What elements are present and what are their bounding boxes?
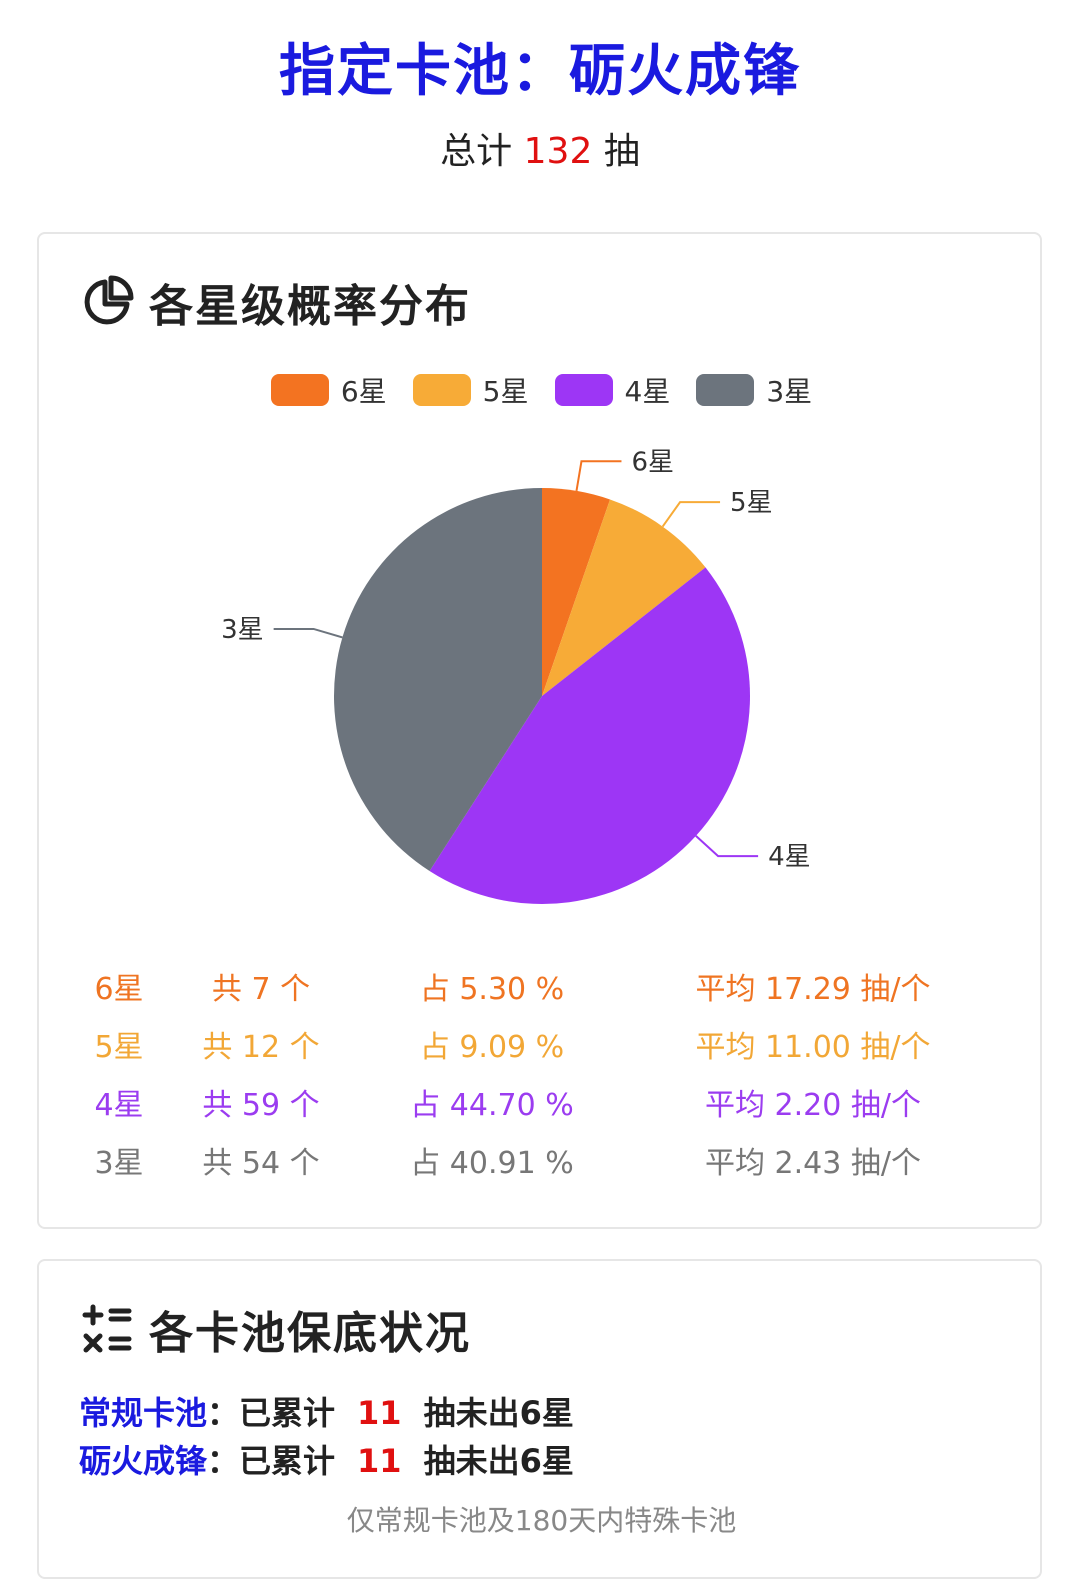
pity-pool-name: 常规卡池 [79,1394,208,1432]
stat-pct: 占 9.09 % [419,1030,565,1065]
legend-label: 5星 [482,375,529,408]
stat-row: 4星 共 59 个 占 44.70 % 平均 2.20 抽/个 [39,1080,1044,1123]
stat-avg: 平均 11.00 抽/个 [695,1030,931,1065]
legend-item[interactable]: 3星 [696,370,812,410]
pie-label: 4星 [768,842,811,872]
page-title: 指定卡池：砺火成锋 [279,39,801,104]
stat-pct: 占 40.91 % [410,1146,574,1181]
stat-count: 共 59 个 [202,1088,320,1123]
stat-row: 6星 共 7 个 占 5.30 % 平均 17.29 抽/个 [39,964,1044,1007]
stat-row: 5星 共 12 个 占 9.09 % 平均 11.00 抽/个 [39,1022,1044,1065]
total-count: 132 [523,131,593,172]
pie-slice-2[interactable] [542,499,706,696]
stat-pct: 占 44.70 % [410,1088,574,1123]
stat-avg: 平均 2.20 抽/个 [705,1088,921,1123]
pity-list: 常规卡池：已累计 11 抽未出6星 砺火成锋：已累计 11 抽未出6星 [79,1389,574,1485]
legend-swatch [412,374,471,406]
pie-label: 3星 [221,615,264,645]
stat-star: 5星 [94,1030,144,1065]
pie-slice-1[interactable] [542,488,611,696]
pity-pool-name: 砺火成锋 [79,1442,208,1480]
chart-legend: 6星 5星 4星 3星 [39,370,1044,410]
stat-count: 共 12 个 [202,1030,320,1065]
pie-slice-3[interactable] [429,567,750,904]
calculator-icon [82,1304,132,1353]
legend-label: 6星 [340,375,387,408]
legend-item[interactable]: 6星 [270,370,387,410]
pity-count: 11 [357,1394,402,1432]
pie-leader-line [661,501,721,528]
pie-leader-line [273,627,343,639]
stat-count: 共 54 个 [202,1146,320,1181]
stat-star: 6星 [94,972,144,1007]
total-suffix: 抽 [603,131,640,172]
pity-header: 各卡池保底状况 [79,1299,471,1359]
legend-swatch [270,374,329,406]
pity-card: 各卡池保底状况 常规卡池：已累计 11 抽未出6星 砺火成锋：已累计 11 抽未出6星 … [37,1259,1042,1579]
pie-chart: 6星 5星 4星 3星 [221,447,811,904]
legend-label: 3星 [766,375,813,408]
pity-prefix: ：已累计 [207,1394,336,1432]
stat-avg: 平均 17.29 抽/个 [695,972,931,1007]
pity-prefix: ：已累计 [207,1442,336,1480]
stat-star: 3星 [94,1146,144,1181]
pie-slice-4[interactable] [334,488,542,871]
pie-chart-icon [84,275,134,325]
distribution-title: 各星级概率分布 [149,281,471,332]
pie-label: 5星 [730,488,773,518]
distribution-header: 各星级概率分布 [79,272,471,332]
pie-leader-line [695,835,759,858]
pity-row-limited: 砺火成锋：已累计 11 抽未出6星 [79,1437,574,1485]
stat-star: 4星 [94,1088,144,1123]
stat-pct: 占 5.30 % [419,972,565,1007]
legend-item[interactable]: 5星 [412,370,529,410]
legend-swatch [554,374,613,406]
stat-count: 共 7 个 [211,972,311,1007]
pie-label: 6星 [631,447,674,477]
distribution-card: 各星级概率分布 6星 5星 4星 3星 6星 5星 4星 3星 6星共 7 个占 5.30 … [37,232,1042,1229]
pity-count: 11 [357,1442,402,1480]
pity-title: 各卡池保底状况 [149,1308,471,1359]
pie-leader-line [575,460,622,492]
pity-suffix: 抽未出6星 [423,1394,574,1432]
legend-item[interactable]: 4星 [554,370,671,410]
stat-row: 3星 共 54 个 占 40.91 % 平均 2.43 抽/个 [39,1138,1044,1181]
legend-label: 4星 [624,375,671,408]
legend-swatch [696,374,755,406]
pity-suffix: 抽未出6星 [423,1442,574,1480]
pity-note: 仅常规卡池及180天内特殊卡池 [346,1504,737,1537]
pity-row-standard: 常规卡池：已累计 11 抽未出6星 [79,1389,574,1437]
total-pulls: 总计 132 抽 [0,122,1080,174]
stat-avg: 平均 2.43 抽/个 [705,1146,921,1181]
total-prefix: 总计 [440,131,513,172]
